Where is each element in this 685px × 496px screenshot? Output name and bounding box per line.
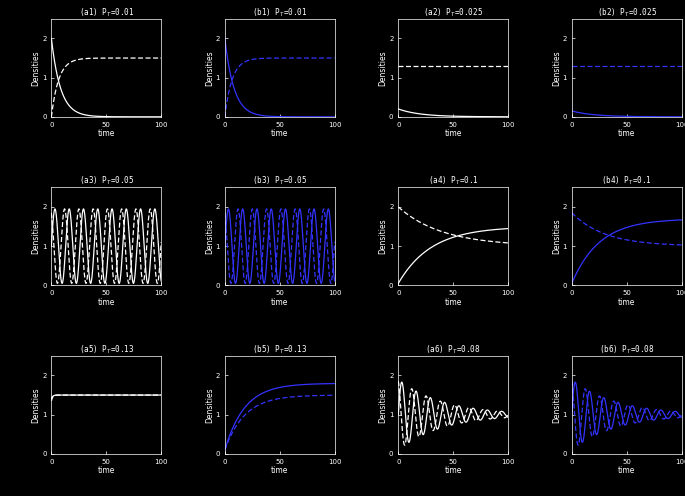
Title: (b5) P$_T$=0.13: (b5) P$_T$=0.13 <box>252 343 308 356</box>
Y-axis label: Densities: Densities <box>552 219 561 254</box>
X-axis label: time: time <box>271 466 288 475</box>
Y-axis label: Densities: Densities <box>205 387 214 423</box>
Title: (b3) P$_T$=0.05: (b3) P$_T$=0.05 <box>252 175 308 187</box>
Y-axis label: Densities: Densities <box>32 219 40 254</box>
Title: (a6) P$_T$=0.08: (a6) P$_T$=0.08 <box>425 343 481 356</box>
X-axis label: time: time <box>97 298 115 307</box>
Title: (a5) P$_T$=0.13: (a5) P$_T$=0.13 <box>79 343 134 356</box>
Title: (b6) P$_T$=0.08: (b6) P$_T$=0.08 <box>599 343 654 356</box>
Title: (b4) P$_T$=0.1: (b4) P$_T$=0.1 <box>601 175 652 187</box>
X-axis label: time: time <box>271 129 288 138</box>
Y-axis label: Densities: Densities <box>552 387 561 423</box>
Title: (a1) P$_T$=0.01: (a1) P$_T$=0.01 <box>79 6 134 19</box>
X-axis label: time: time <box>445 129 462 138</box>
X-axis label: time: time <box>618 466 636 475</box>
Y-axis label: Densities: Densities <box>379 50 388 86</box>
X-axis label: time: time <box>618 129 636 138</box>
Y-axis label: Densities: Densities <box>205 219 214 254</box>
Title: (a2) P$_T$=0.025: (a2) P$_T$=0.025 <box>423 6 483 19</box>
Y-axis label: Densities: Densities <box>32 387 40 423</box>
X-axis label: time: time <box>97 466 115 475</box>
Y-axis label: Densities: Densities <box>205 50 214 86</box>
Title: (b1) P$_T$=0.01: (b1) P$_T$=0.01 <box>252 6 308 19</box>
X-axis label: time: time <box>97 129 115 138</box>
Title: (b2) P$_T$=0.025: (b2) P$_T$=0.025 <box>597 6 657 19</box>
X-axis label: time: time <box>618 298 636 307</box>
Title: (a3) P$_T$=0.05: (a3) P$_T$=0.05 <box>79 175 134 187</box>
Y-axis label: Densities: Densities <box>379 387 388 423</box>
Y-axis label: Densities: Densities <box>32 50 40 86</box>
Y-axis label: Densities: Densities <box>379 219 388 254</box>
X-axis label: time: time <box>445 298 462 307</box>
Title: (a4) P$_T$=0.1: (a4) P$_T$=0.1 <box>427 175 479 187</box>
X-axis label: time: time <box>445 466 462 475</box>
Y-axis label: Densities: Densities <box>552 50 561 86</box>
X-axis label: time: time <box>271 298 288 307</box>
